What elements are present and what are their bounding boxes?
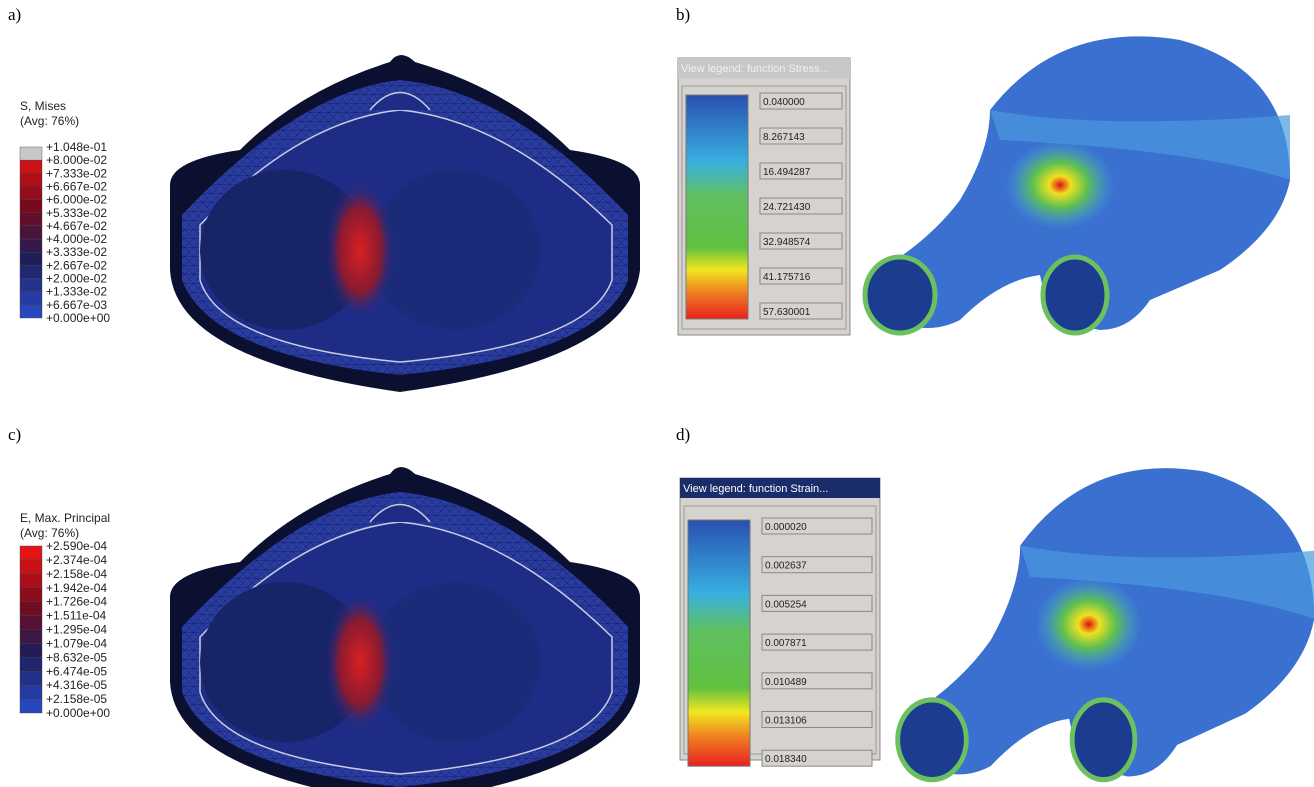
color-swatch [20, 186, 42, 199]
legend-value: +6.000e-02 [46, 193, 107, 207]
legend-value: +7.333e-02 [46, 166, 107, 180]
legend-value: 41.175716 [763, 272, 811, 283]
panel-label: a) [8, 5, 21, 24]
legend-value: +4.000e-02 [46, 232, 107, 246]
legend-value: +2.590e-04 [46, 539, 107, 553]
color-swatch [20, 560, 42, 574]
panel-label: b) [676, 5, 690, 24]
legend-value: 0.005254 [765, 599, 807, 610]
color-swatch [20, 173, 42, 186]
legend-value: 0.013106 [765, 716, 807, 727]
legend-value: +6.474e-05 [46, 664, 107, 678]
legend-value: 0.040000 [763, 97, 805, 108]
legend-value: +4.667e-02 [46, 219, 107, 233]
legend-value: +6.667e-03 [46, 298, 107, 312]
legend-value: +1.295e-04 [46, 623, 107, 637]
figure: a) b) c) d) S, Mises(Avg: 76%)+1.048e-01… [0, 0, 1314, 787]
color-swatch [20, 602, 42, 616]
surface-model [898, 468, 1314, 779]
legend-window: View legend: function Stress... 0.040000 8… [678, 58, 850, 335]
legend-value: 0.000020 [765, 522, 807, 533]
color-swatch [20, 657, 42, 671]
legend-value: +6.667e-02 [46, 179, 107, 193]
color-swatch [20, 671, 42, 685]
legend-title: E, Max. Principal [20, 511, 110, 525]
legend-value: 0.018340 [765, 754, 807, 765]
color-swatch [20, 226, 42, 239]
color-swatch [20, 265, 42, 278]
legend-value: 0.010489 [765, 677, 807, 688]
contour-legend: E, Max. Principal(Avg: 76%)+2.590e-04+2.… [20, 511, 110, 720]
color-swatch [20, 292, 42, 305]
color-swatch [20, 213, 42, 226]
color-swatch [20, 147, 42, 160]
legend-title: (Avg: 76%) [20, 114, 79, 128]
legend-value: 16.494287 [763, 167, 811, 178]
color-swatch [20, 616, 42, 630]
color-swatch [20, 160, 42, 173]
color-swatch [20, 252, 42, 265]
legend-title: S, Mises [20, 99, 66, 113]
legend-value: 0.002637 [765, 561, 807, 572]
color-swatch [20, 239, 42, 252]
color-swatch [20, 699, 42, 713]
legend-window: View legend: function Strain... 0.000020 0… [680, 478, 880, 766]
legend-value: +2.667e-02 [46, 258, 107, 272]
color-bar [688, 520, 750, 766]
legend-value: +1.511e-04 [46, 609, 106, 623]
contour-legend: S, Mises(Avg: 76%) +1.048e-01+8.000e-02+7… [20, 99, 110, 325]
window-title: View legend: function Stress... [681, 63, 829, 75]
color-swatch [20, 630, 42, 644]
mesh-model [170, 467, 640, 787]
window-title: View legend: function Strain... [683, 483, 828, 495]
mesh-model [170, 55, 640, 392]
legend-value: +2.000e-02 [46, 272, 107, 286]
panel-label: c) [8, 425, 21, 444]
legend-value: +2.158e-05 [46, 692, 107, 706]
legend-value: +2.374e-04 [46, 553, 107, 567]
legend-value: +1.726e-04 [46, 595, 107, 609]
legend-value: +1.079e-04 [46, 636, 107, 650]
legend-value: +1.048e-01 [46, 140, 107, 154]
legend-value: +2.158e-04 [46, 567, 107, 581]
color-swatch [20, 588, 42, 602]
legend-value: +0.000e+00 [46, 311, 110, 325]
color-swatch [20, 305, 42, 318]
panel-label: d) [676, 425, 690, 444]
legend-value: 57.630001 [763, 307, 811, 318]
legend-value: +1.942e-04 [46, 581, 107, 595]
color-swatch [20, 685, 42, 699]
color-swatch [20, 200, 42, 213]
legend-value: +4.316e-05 [46, 678, 107, 692]
legend-value: +3.333e-02 [46, 245, 107, 259]
surface-model [865, 36, 1290, 333]
legend-title: (Avg: 76%) [20, 526, 79, 540]
legend-value: 0.007871 [765, 638, 807, 649]
legend-value: 24.721430 [763, 202, 811, 213]
color-bar [686, 95, 748, 319]
color-swatch [20, 279, 42, 292]
legend-value: 32.948574 [763, 237, 811, 248]
color-swatch [20, 546, 42, 560]
legend-value: +5.333e-02 [46, 206, 107, 220]
legend-value: +8.632e-05 [46, 650, 107, 664]
color-swatch [20, 574, 42, 588]
legend-value: +0.000e+00 [46, 706, 110, 720]
legend-value: +1.333e-02 [46, 285, 107, 299]
legend-value: +8.000e-02 [46, 153, 107, 167]
color-swatch [20, 643, 42, 657]
legend-value: 8.267143 [763, 132, 805, 143]
